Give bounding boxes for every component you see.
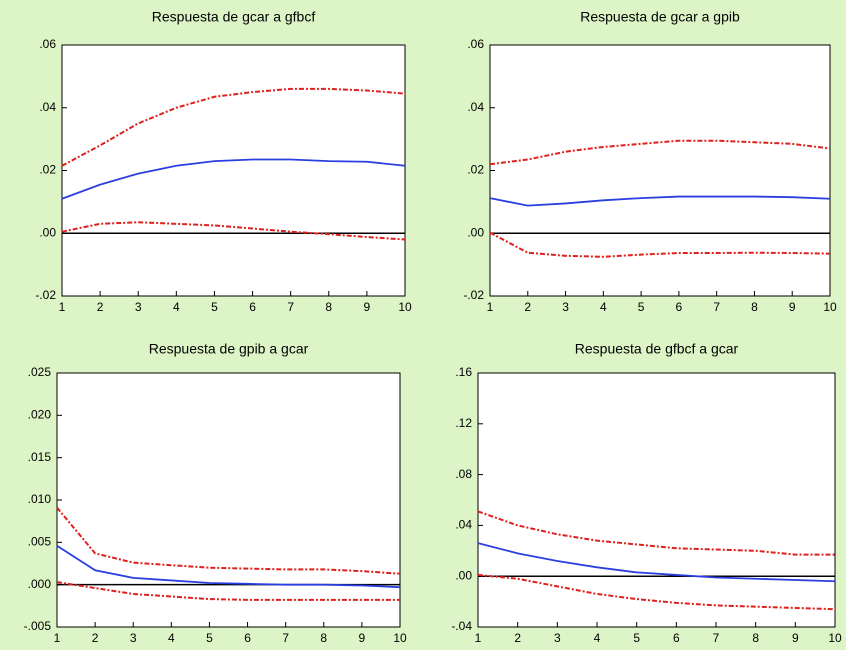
series-line — [477, 542, 836, 583]
x-tick-label: 6 — [244, 631, 251, 645]
series-line — [61, 87, 406, 167]
x-tick-label: 5 — [211, 300, 218, 314]
series-line — [56, 544, 401, 589]
y-tick-label: .005 — [28, 535, 52, 549]
chart-title: Respuesta de gcar a gfbcf — [152, 9, 316, 25]
y-tick-label: .16 — [455, 365, 472, 379]
y-tick-label: .04 — [455, 518, 472, 532]
y-tick-label: .025 — [28, 365, 52, 379]
y-tick-label: -.02 — [463, 288, 484, 302]
x-tick-label: 4 — [594, 631, 601, 645]
series-line — [489, 195, 831, 207]
y-tick-label: .06 — [467, 37, 484, 51]
x-tick-label: 5 — [206, 631, 213, 645]
x-tick-label: 5 — [633, 631, 640, 645]
y-tick-label: .04 — [467, 100, 484, 114]
x-tick-label: 6 — [249, 300, 256, 314]
x-tick-label: 8 — [320, 631, 327, 645]
x-tick-label: 7 — [713, 631, 720, 645]
series-line — [489, 231, 831, 258]
x-tick-label: 3 — [554, 631, 561, 645]
x-tick-label: 3 — [135, 300, 142, 314]
x-tick-label: 2 — [97, 300, 104, 314]
x-tick-label: 9 — [359, 631, 366, 645]
x-tick-label: 9 — [789, 300, 796, 314]
y-tick-label: .12 — [455, 416, 472, 430]
chart-title: Respuesta de gpib a gcar — [149, 341, 309, 357]
series-line — [61, 221, 406, 241]
x-tick-label: 10 — [393, 631, 407, 645]
x-tick-label: 4 — [600, 300, 607, 314]
y-tick-label: -.02 — [35, 288, 56, 302]
x-tick-label: 1 — [487, 300, 494, 314]
y-tick-label: .08 — [455, 467, 472, 481]
x-tick-label: 8 — [325, 300, 332, 314]
x-tick-label: 1 — [59, 300, 66, 314]
y-tick-label: .02 — [39, 163, 56, 177]
y-tick-label: .00 — [467, 225, 484, 239]
x-tick-label: 4 — [173, 300, 180, 314]
x-tick-label: 6 — [676, 300, 683, 314]
x-tick-label: 3 — [130, 631, 137, 645]
x-tick-label: 6 — [673, 631, 680, 645]
y-tick-label: .06 — [39, 37, 56, 51]
y-tick-label: .02 — [467, 163, 484, 177]
x-tick-label: 3 — [562, 300, 569, 314]
plot-area — [61, 44, 406, 297]
y-tick-label: -.04 — [451, 619, 472, 633]
chart-title: Respuesta de gcar a gpib — [580, 9, 740, 25]
y-tick-label: .020 — [28, 408, 52, 422]
x-tick-label: 1 — [475, 631, 482, 645]
x-tick-label: 10 — [828, 631, 842, 645]
y-tick-label: .010 — [28, 492, 52, 506]
y-tick-label: -.005 — [24, 619, 52, 633]
x-tick-label: 2 — [92, 631, 99, 645]
chart-title: Respuesta de gfbcf a gcar — [575, 341, 739, 357]
series-line — [477, 573, 836, 611]
y-tick-label: .00 — [39, 225, 56, 239]
x-tick-label: 1 — [54, 631, 61, 645]
x-tick-label: 9 — [364, 300, 371, 314]
x-tick-label: 9 — [792, 631, 799, 645]
x-tick-label: 8 — [751, 300, 758, 314]
x-tick-label: 4 — [168, 631, 175, 645]
y-tick-label: .015 — [28, 450, 52, 464]
x-tick-label: 7 — [282, 631, 289, 645]
x-tick-label: 2 — [524, 300, 531, 314]
x-tick-label: 5 — [638, 300, 645, 314]
series-line — [477, 510, 835, 556]
plot-area — [56, 372, 401, 628]
series-line — [56, 506, 401, 575]
series-line — [489, 139, 831, 166]
x-tick-label: 10 — [398, 300, 412, 314]
y-tick-label: .04 — [39, 100, 56, 114]
y-tick-label: .00 — [455, 568, 472, 582]
plot-area — [477, 372, 836, 628]
series-line — [56, 581, 400, 601]
x-tick-label: 7 — [287, 300, 294, 314]
x-tick-label: 2 — [514, 631, 521, 645]
x-tick-label: 10 — [823, 300, 837, 314]
x-tick-label: 8 — [752, 631, 759, 645]
x-tick-label: 7 — [713, 300, 720, 314]
series-line — [61, 158, 406, 200]
y-tick-label: .000 — [28, 577, 52, 591]
plot-area — [489, 44, 831, 297]
